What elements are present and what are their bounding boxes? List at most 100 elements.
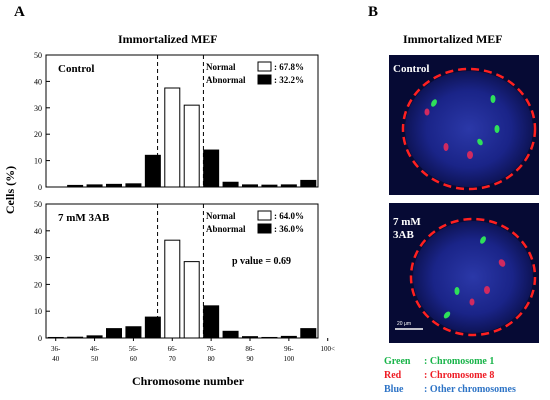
- bar-abnormal: [67, 336, 84, 339]
- x-tick-label: 36-40: [51, 345, 61, 363]
- chart-panel-control: 0 10 20 30 40 50 Control Normal : 67.8% Abnormal:…: [34, 51, 319, 192]
- group-label: Control: [58, 63, 94, 75]
- x-tick-label: 76-80: [206, 345, 216, 363]
- group-label: 7 mM 3AB: [58, 212, 110, 224]
- bar-abnormal: [144, 316, 161, 339]
- bar-abnormal: [203, 305, 220, 339]
- bar-abnormal: [300, 179, 317, 188]
- x-tick-label: 96-100: [284, 345, 295, 363]
- bar-abnormal: [261, 184, 278, 188]
- chromosome-1-signal: [454, 287, 460, 295]
- chromosome-1-signal: [431, 99, 437, 107]
- legend-swatch: [257, 61, 272, 72]
- legend-red-value: : Chromosome 8: [424, 370, 495, 381]
- y-tick-label: 10: [34, 157, 42, 166]
- x-tick-label: 100<: [320, 345, 335, 353]
- legend-swatch: [257, 210, 272, 221]
- bar-abnormal: [242, 336, 258, 339]
- y-tick-label: 40: [34, 77, 42, 86]
- legend-label: Normal: [206, 211, 236, 221]
- plot-frame: [45, 54, 319, 188]
- panel-a-letter: A: [14, 4, 25, 20]
- bar-abnormal: [86, 335, 103, 339]
- chromosome-8-signal: [484, 286, 490, 294]
- legend-blue-key: Blue: [384, 384, 404, 395]
- x-tick-label: 66-70: [168, 345, 178, 363]
- legend-red-key: Red: [384, 370, 402, 381]
- bar-abnormal: [125, 326, 142, 339]
- legend-value: : 32.2%: [274, 75, 304, 85]
- bar-abnormal: [280, 184, 297, 188]
- chromosome-8-signal: [424, 108, 430, 116]
- y-tick-label: 20: [34, 280, 42, 289]
- legend-green-key: Green: [384, 356, 411, 367]
- panel-b-letter: B: [368, 4, 379, 20]
- scale-bar-label: 20 μm: [397, 321, 411, 327]
- legend-blue: Blue : Other chromosomes: [384, 384, 516, 395]
- panel-a-title: Immortalized MEF: [118, 32, 218, 46]
- control-fish-image: Control: [389, 55, 539, 195]
- legend-label: Normal: [206, 62, 236, 72]
- chromosome-1-signal: [494, 125, 500, 133]
- bar-abnormal: [222, 330, 239, 339]
- nucleus-outline: [401, 67, 537, 191]
- legend-value: : 64.0%: [274, 211, 304, 221]
- legend-value: : 67.8%: [274, 62, 304, 72]
- legend-green: Green : Chromosome 1: [384, 356, 494, 367]
- nucleus-outline: [409, 217, 537, 337]
- bar-abnormal: [106, 328, 122, 339]
- chromosome-1-signal: [490, 95, 496, 103]
- legend-red: Red : Chromosome 8: [384, 370, 494, 381]
- y-axis-label: Cells (%): [3, 166, 17, 214]
- bar-abnormal: [67, 184, 84, 188]
- legend-value: : 36.0%: [274, 224, 304, 234]
- treated-fish-image: 7 mM 3AB 20 μm: [389, 203, 539, 343]
- chromosome-1-signal: [480, 236, 486, 244]
- bar-abnormal: [203, 149, 220, 188]
- chromosome-histogram: 0 10 20 30 40 50 Control Normal : 67.8% Abnormal:…: [3, 51, 335, 388]
- y-tick-label: 10: [34, 307, 42, 316]
- bar-abnormal: [47, 336, 64, 339]
- plot-frame: [45, 203, 319, 339]
- control-image-label: Control: [393, 63, 429, 75]
- y-tick-label: 30: [34, 254, 42, 263]
- legend-blue-value: : Other chromosomes: [424, 384, 516, 395]
- bar-normal: [183, 104, 200, 188]
- bar-abnormal: [144, 154, 161, 188]
- x-axis-label: Chromosome number: [132, 374, 245, 388]
- y-tick-label: 0: [38, 334, 42, 343]
- treated-image-label: 7 mM 3AB: [393, 216, 421, 241]
- legend-swatch: [257, 74, 272, 85]
- bar-abnormal: [280, 335, 297, 339]
- bar-abnormal: [106, 183, 122, 188]
- x-tick-label: 46-50: [90, 345, 100, 363]
- legend-label: Abnormal: [206, 75, 246, 85]
- x-tick-label: 86-90: [245, 345, 255, 363]
- y-tick-label: 50: [34, 200, 42, 209]
- y-tick-label: 20: [34, 130, 42, 139]
- bar-normal: [183, 261, 200, 339]
- bar-normal: [164, 87, 181, 188]
- x-tick-label: 56-60: [129, 345, 139, 363]
- legend-swatch: [257, 223, 272, 234]
- legend-green-value: : Chromosome 1: [424, 356, 495, 367]
- panel-b-title: Immortalized MEF: [403, 32, 503, 46]
- chromosome-8-signal: [467, 151, 473, 159]
- bar-abnormal: [222, 181, 239, 188]
- chromosome-8-signal: [498, 259, 506, 267]
- y-tick-label: 50: [34, 51, 42, 60]
- bar-abnormal: [125, 183, 142, 188]
- chromosome-8-signal: [443, 143, 449, 151]
- y-tick-label: 0: [38, 183, 42, 192]
- bar-abnormal: [261, 336, 278, 339]
- chromosome-1-signal: [477, 138, 483, 146]
- p-value-annotation: p value = 0.69: [232, 256, 291, 267]
- chart-panel-treated: 0 10 20 30 40 50 7 mM 3AB Normal: 64.0% Abnormal…: [34, 200, 319, 343]
- bar-abnormal: [86, 184, 103, 188]
- y-tick-label: 30: [34, 104, 42, 113]
- chromosome-8-signal: [469, 298, 475, 306]
- chromosome-1-signal: [443, 311, 451, 319]
- legend-label: Abnormal: [206, 224, 246, 234]
- bar-abnormal: [242, 184, 258, 188]
- bar-abnormal: [300, 328, 317, 339]
